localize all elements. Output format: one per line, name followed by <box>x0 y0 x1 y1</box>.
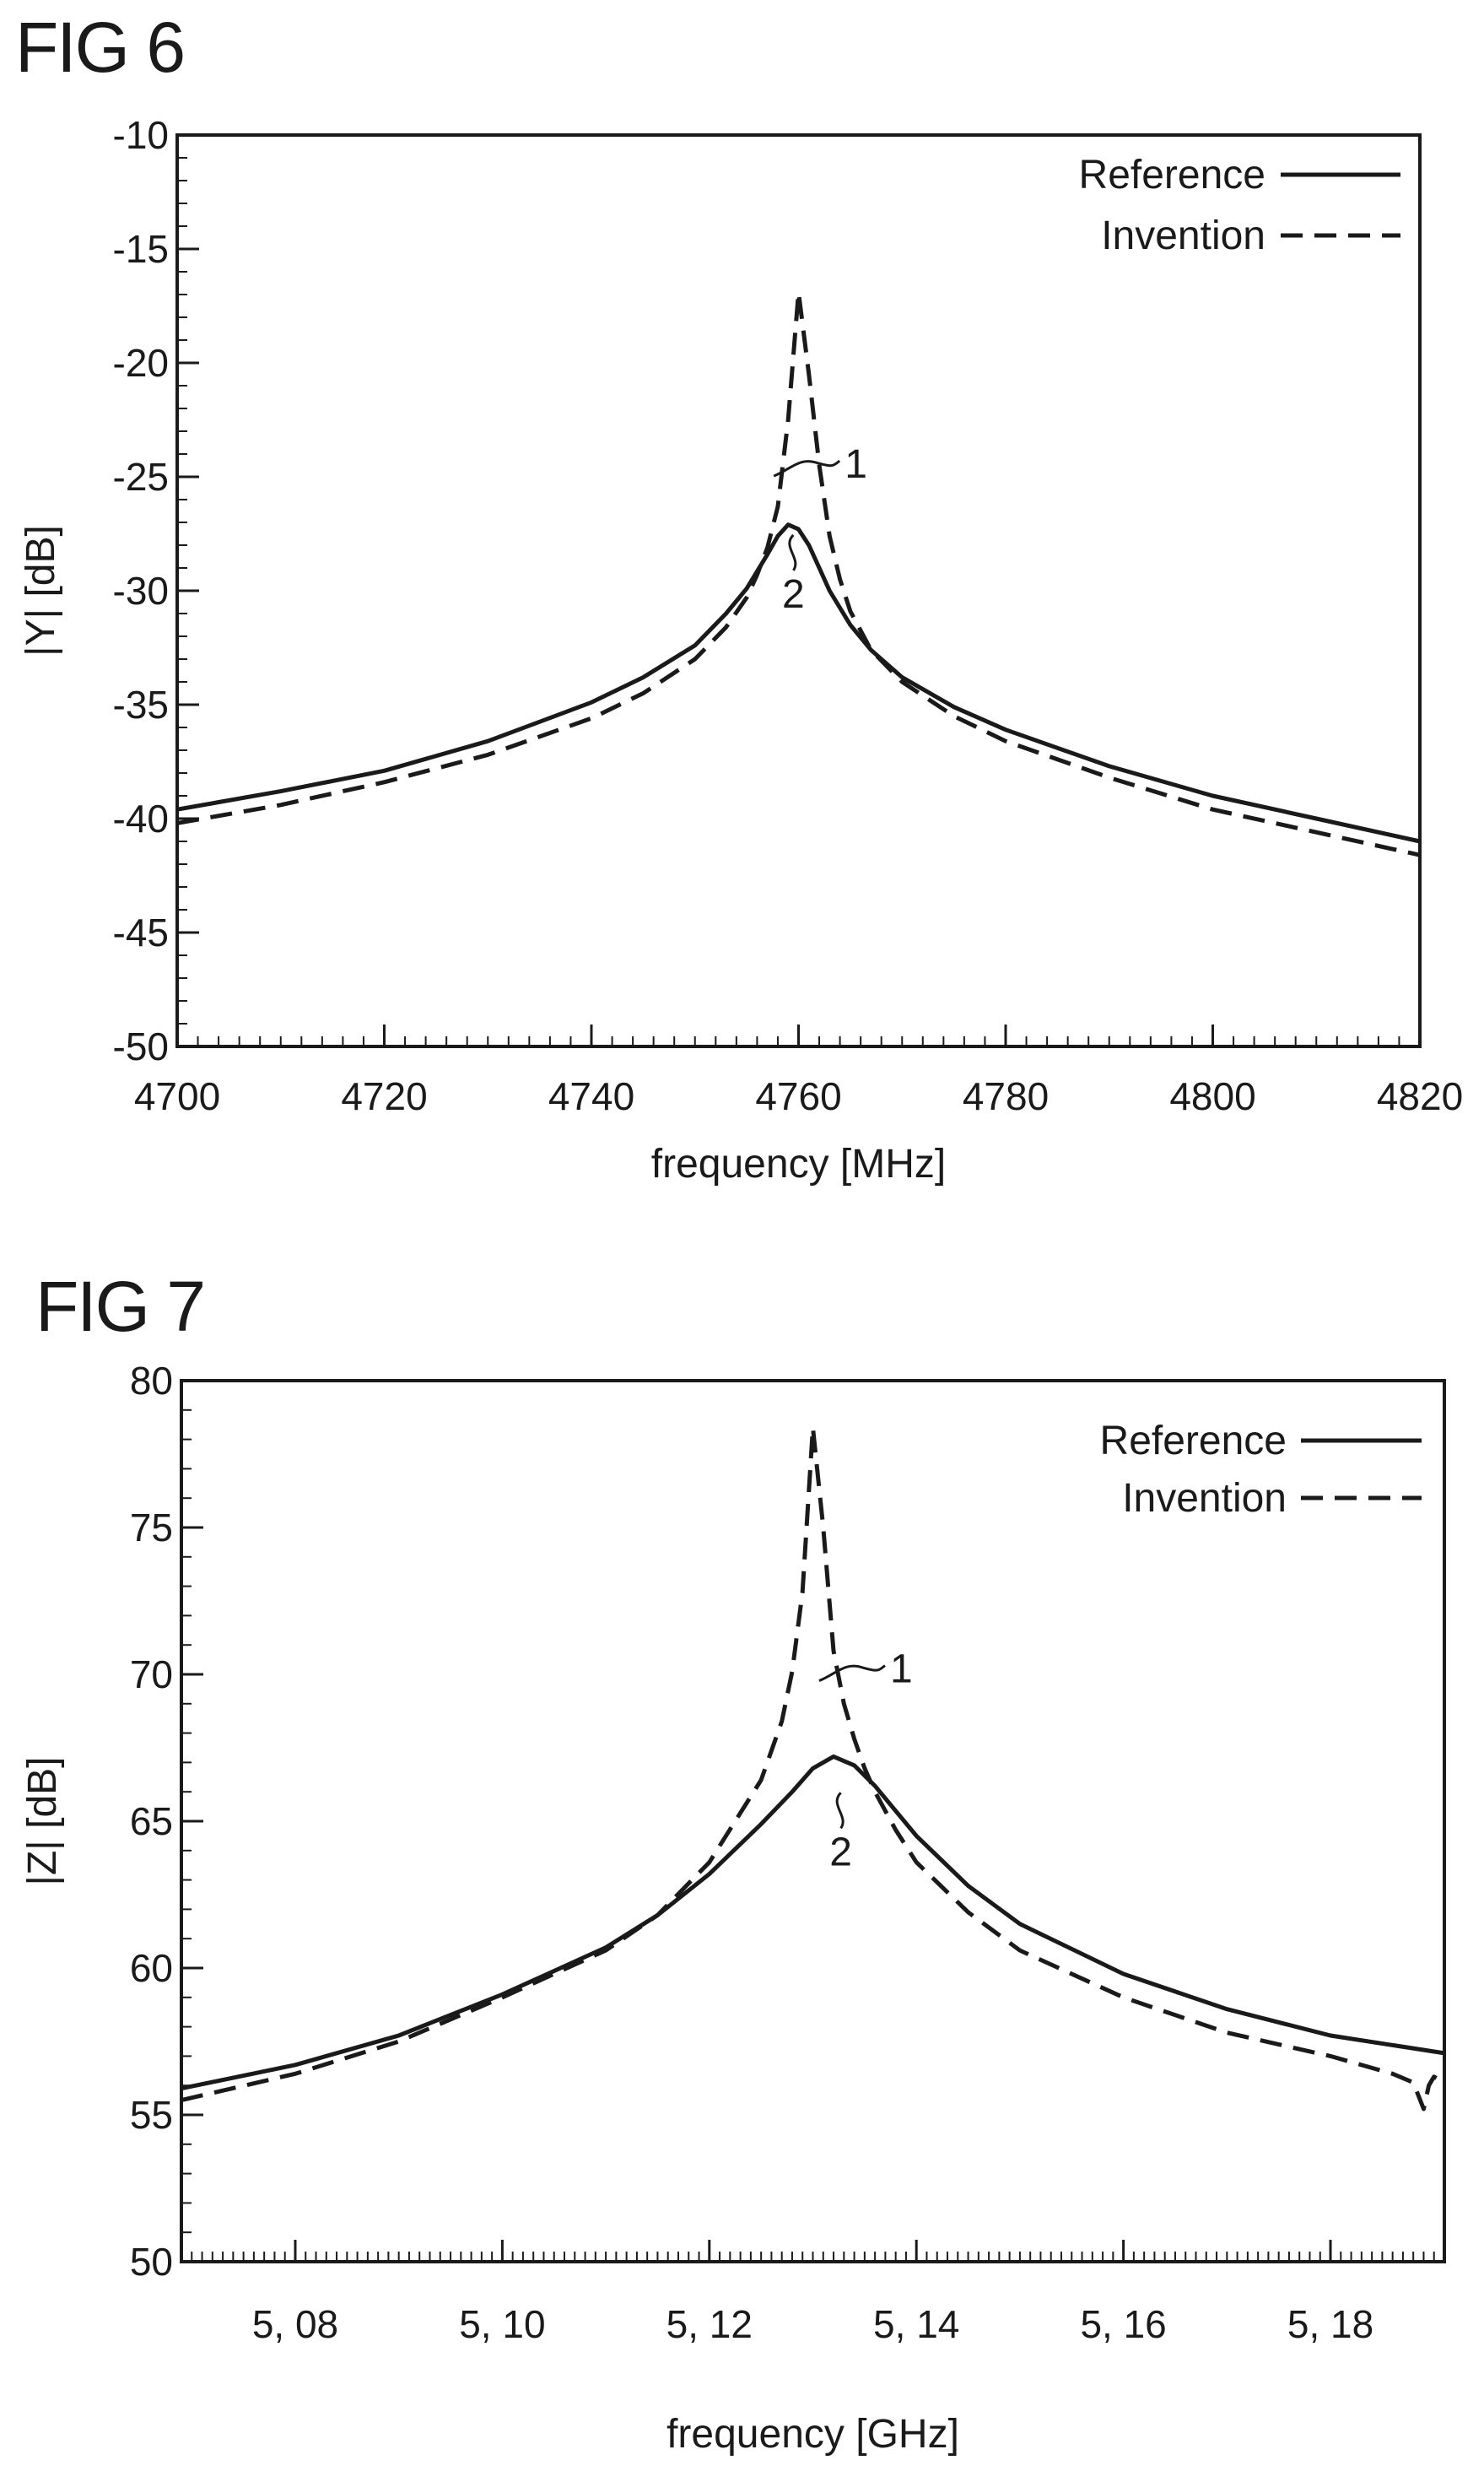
y-axis-label: |Y| [dB] <box>19 525 63 657</box>
annotation-leader <box>788 533 797 571</box>
x-tick-label: 5, 08 <box>252 2302 338 2346</box>
x-tick-label: 5, 12 <box>666 2302 753 2346</box>
x-tick-label: 4700 <box>134 1074 220 1118</box>
y-tick-label: 75 <box>130 1506 173 1549</box>
legend-label-invention: Invention <box>1101 214 1265 258</box>
annotation-leader <box>835 1792 845 1830</box>
x-tick-label: 4800 <box>1169 1074 1255 1118</box>
y-tick-label: -50 <box>113 1025 169 1068</box>
y-axis-label: |Z| [dB] <box>20 1757 65 1886</box>
annotation-label: 1 <box>890 1647 913 1692</box>
x-axis-label: frequency [GHz] <box>666 2412 959 2457</box>
x-tick-label: 5, 16 <box>1080 2302 1166 2346</box>
series-reference-line <box>181 1754 1445 2091</box>
y-tick-label: -15 <box>113 227 169 271</box>
y-tick-label: -30 <box>113 569 169 613</box>
fig6-title: FIG 6 <box>15 8 186 87</box>
y-tick-label: 65 <box>130 1799 173 1843</box>
annotation-label: 1 <box>845 442 867 487</box>
x-tick-label: 4740 <box>548 1074 634 1118</box>
series-reference-line <box>176 522 1421 844</box>
y-tick-label: 50 <box>130 2240 173 2284</box>
y-tick-label: 80 <box>130 1359 173 1403</box>
annotation-leader <box>773 459 841 478</box>
x-tick-label: 4760 <box>755 1074 841 1118</box>
x-tick-label: 5, 10 <box>459 2302 545 2346</box>
series-invention-line <box>176 289 1421 857</box>
legend-label-invention: Invention <box>1122 1476 1287 1521</box>
legend-label-reference: Reference <box>1100 1419 1287 1463</box>
annotation-label: 2 <box>829 1830 852 1874</box>
y-tick-label: 55 <box>130 2093 173 2137</box>
annotation-leader <box>818 1664 886 1682</box>
y-tick-label: -45 <box>113 911 169 954</box>
y-tick-label: -35 <box>113 683 169 727</box>
y-tick-label: -10 <box>113 113 169 157</box>
y-tick-label: 60 <box>130 1946 173 1990</box>
x-tick-label: 4780 <box>963 1074 1049 1118</box>
legend-label-reference: Reference <box>1079 153 1265 197</box>
y-tick-label: -40 <box>113 797 169 841</box>
fig6-chart: 4700 4720 4740 4760 4780 4800 4820 -10 -15 -20 -25… <box>19 113 1463 1187</box>
x-tick-label: 4820 <box>1377 1074 1463 1118</box>
y-tick-label: 70 <box>130 1652 173 1696</box>
series-invention-line <box>181 1425 1441 2111</box>
y-tick-label: -25 <box>113 455 169 499</box>
x-tick-label: 5, 18 <box>1287 2302 1373 2346</box>
x-tick-label: 5, 14 <box>873 2302 959 2346</box>
x-tick-label: 4720 <box>341 1074 427 1118</box>
x-axis-label: frequency [MHz] <box>651 1142 946 1187</box>
y-tick-label: -20 <box>113 341 169 385</box>
fig7-title: FIG 7 <box>35 1267 206 1346</box>
annotation-label: 2 <box>782 572 805 617</box>
